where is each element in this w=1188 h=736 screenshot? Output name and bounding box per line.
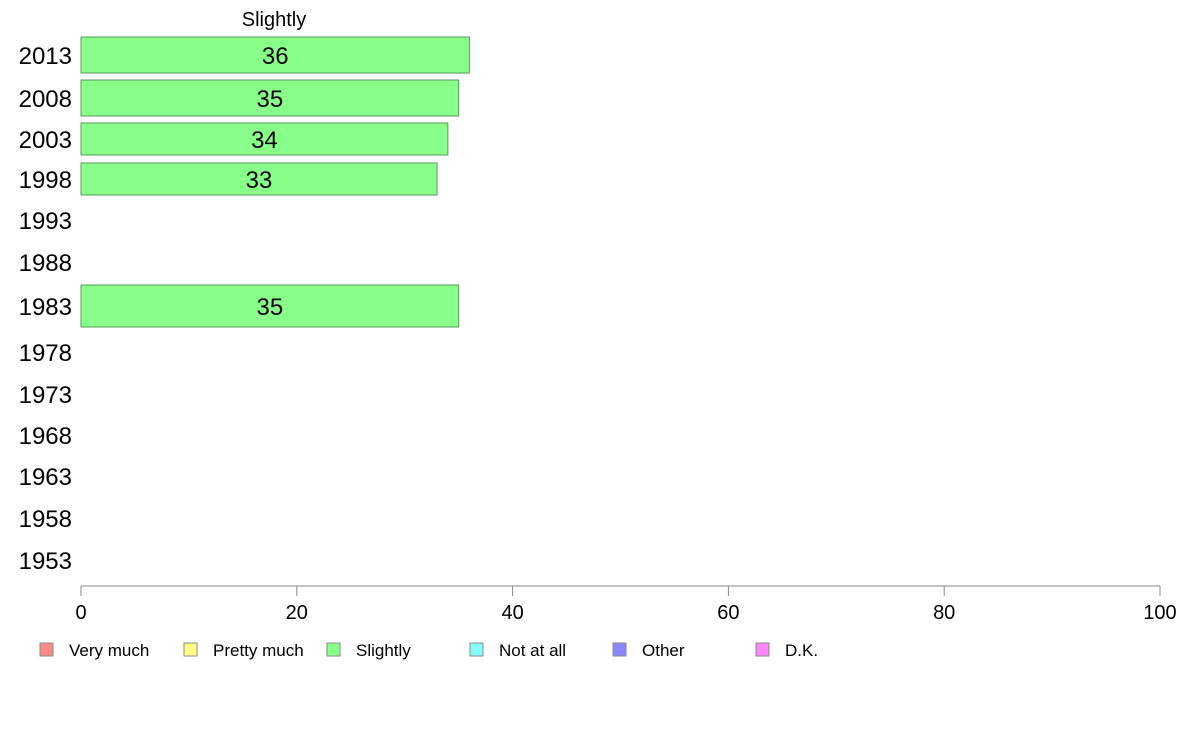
legend-label: D.K. [785,641,818,660]
x-tick-label: 0 [75,602,86,624]
legend-swatch [39,642,54,657]
bar-value-label: 35 [256,294,283,321]
bar-value-label: 36 [262,43,289,70]
year-label: 1973 [19,382,72,409]
year-rows: 2013 36 2008 35 2003 34 1998 33 1993 1988 1983 35 19… [19,36,470,575]
legend-swatch [612,642,627,657]
bar-slightly [80,162,438,196]
bar-slightly [80,79,460,117]
year-label: 1968 [19,423,72,450]
year-label: 1988 [19,250,72,277]
bar-value-label: 34 [251,127,278,154]
year-label: 1998 [19,167,72,194]
legend-label: Not at all [499,641,566,660]
bar-slightly [80,284,460,328]
x-tick-label: 60 [717,602,739,624]
legend-swatch [469,642,484,657]
x-tick-label: 20 [286,602,308,624]
legend-label: Very much [69,641,149,660]
year-label: 1993 [19,208,72,235]
x-tick-label: 80 [933,602,955,624]
legend-label: Pretty much [213,641,304,660]
bar-value-label: 35 [256,86,283,113]
legend: Very much Pretty much Slightly Not at all Ot… [39,641,818,660]
legend-swatch [183,642,198,657]
year-label: 2003 [19,127,72,154]
year-label: 2008 [19,86,72,113]
bar-slightly [80,36,470,74]
legend-swatch [755,642,770,657]
bar-value-label: 33 [246,167,273,194]
x-tick-label: 40 [501,602,523,624]
year-label: 1953 [19,548,72,575]
x-tick-label: 100 [1143,602,1176,624]
year-label: 1983 [19,294,72,321]
bar-slightly [80,122,449,156]
x-axis: 0 20 40 60 80 100 [75,585,1177,624]
legend-label: Slightly [356,641,411,660]
panel-title: Slightly [242,9,306,31]
year-label: 1958 [19,506,72,533]
year-label: 1978 [19,340,72,367]
year-label: 2013 [19,43,72,70]
year-label: 1963 [19,464,72,491]
legend-label: Other [642,641,685,660]
legend-swatch [326,642,341,657]
